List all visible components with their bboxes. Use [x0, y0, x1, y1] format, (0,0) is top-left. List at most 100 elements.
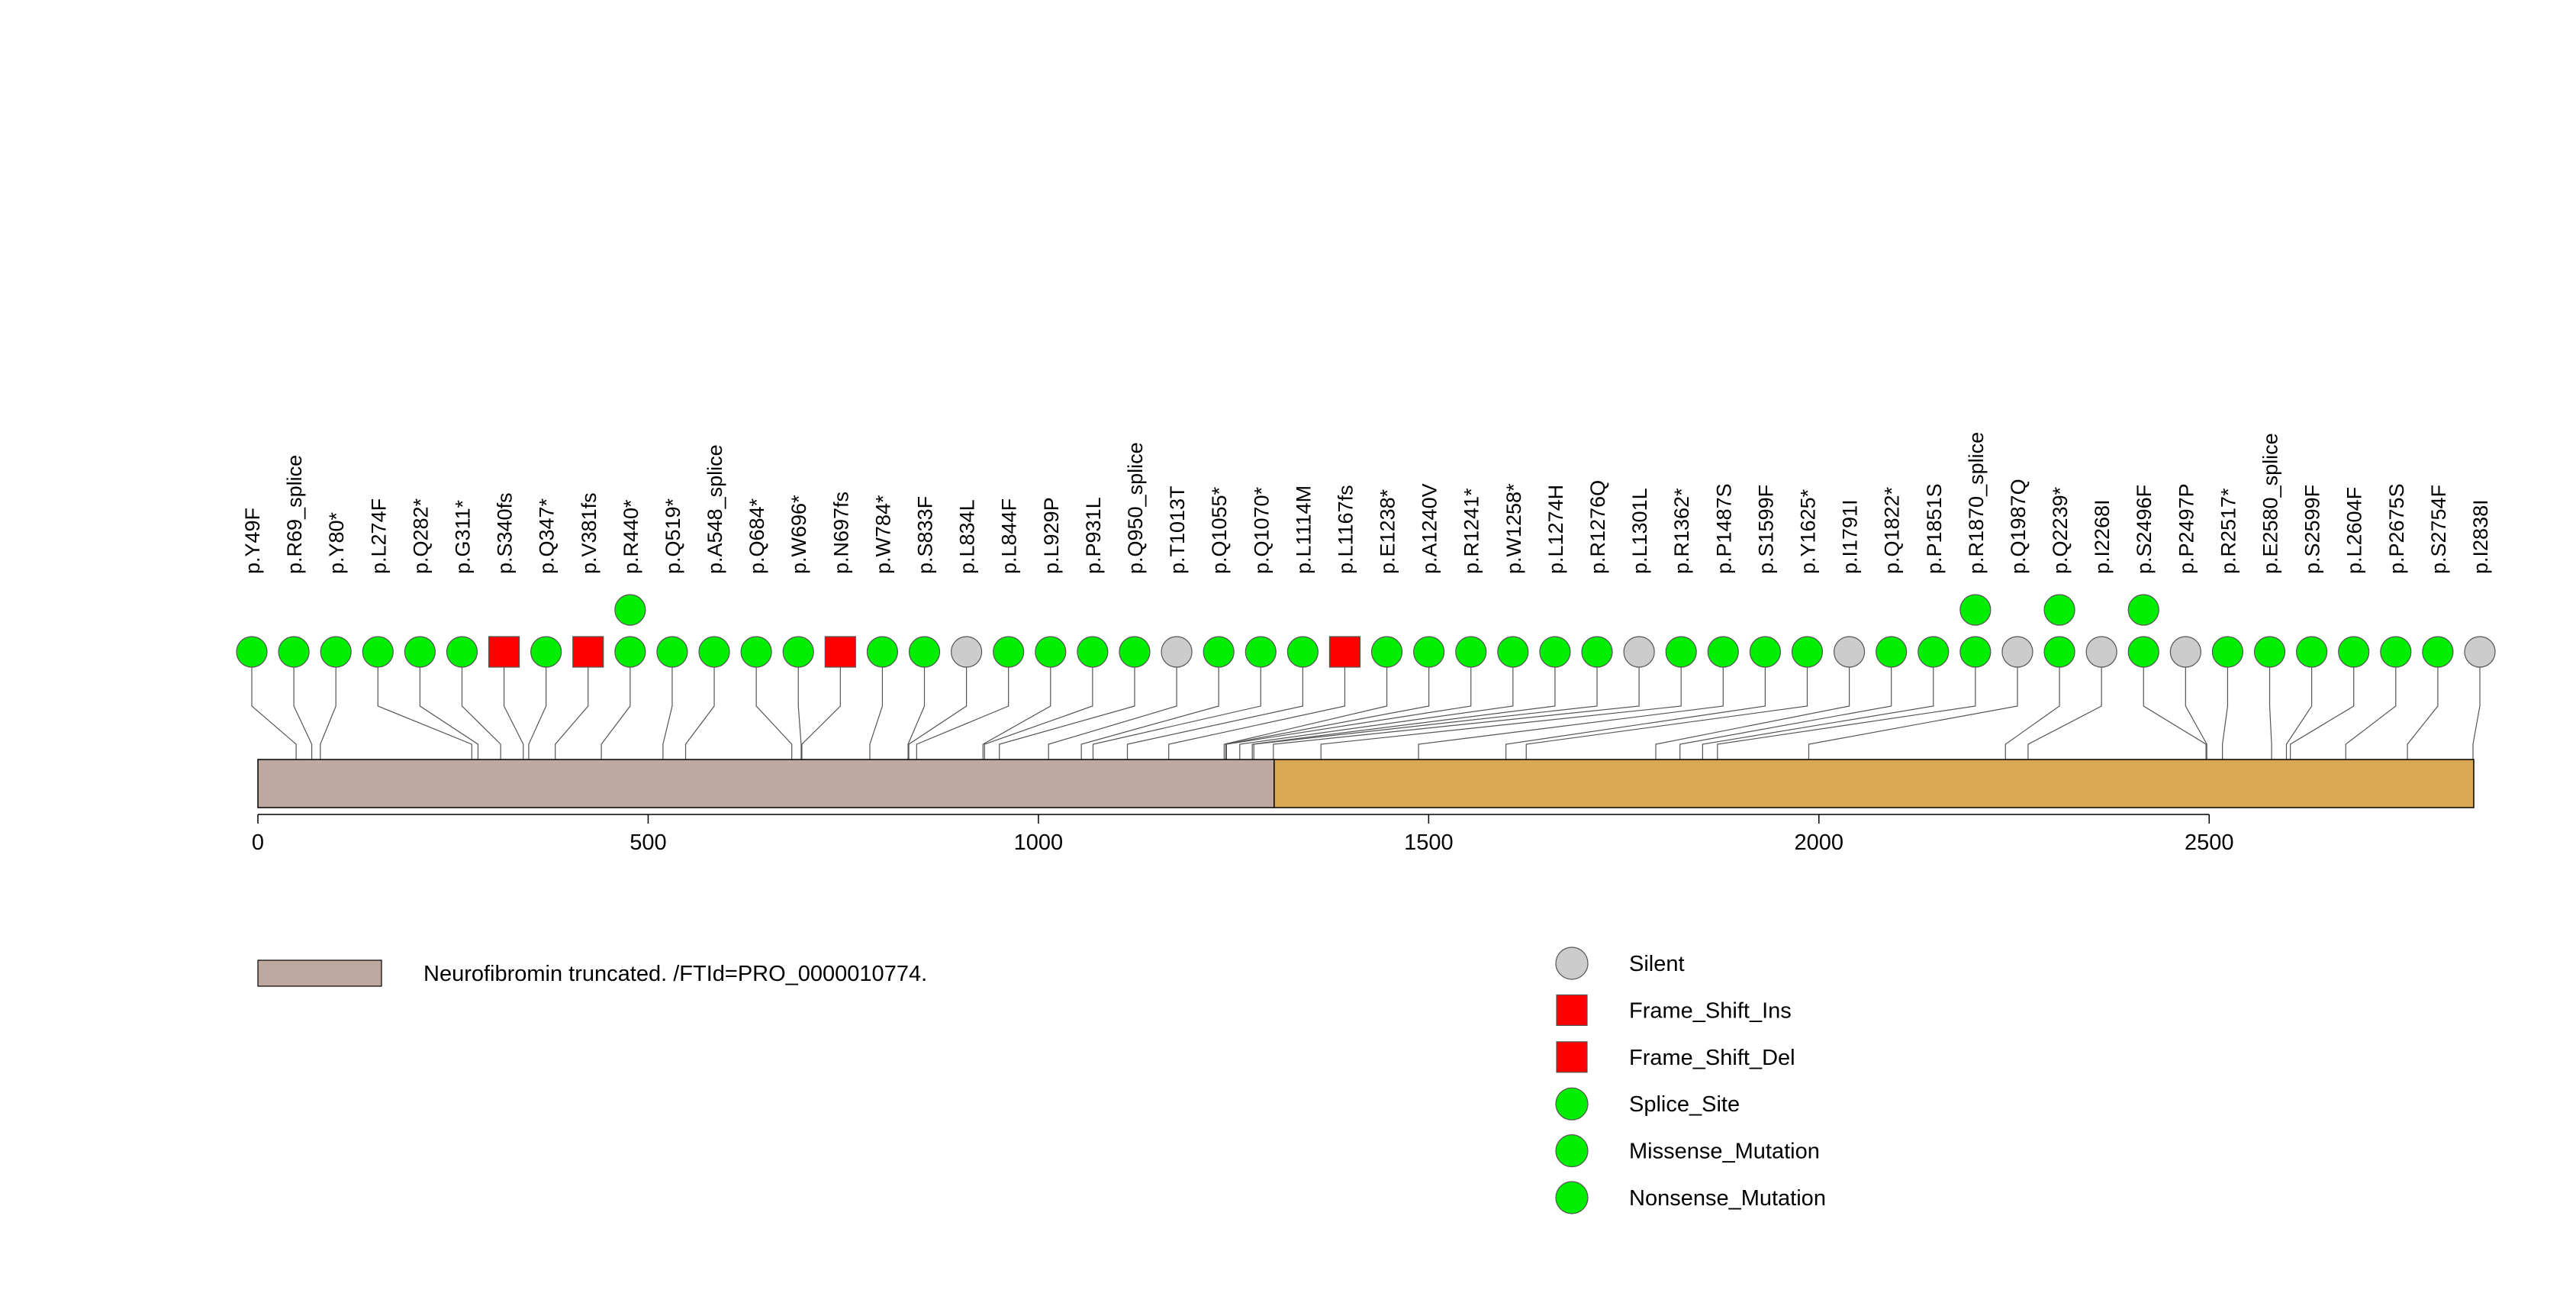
- mutation-label: p.W1258*: [1502, 483, 1525, 574]
- mutation-marker: [2296, 636, 2328, 668]
- mutation-label: p.P1487S: [1712, 483, 1735, 574]
- mutation-marker: [2211, 636, 2244, 668]
- mutation-label: p.Y80*: [325, 511, 348, 574]
- mutation-label: p.Q519*: [662, 498, 684, 574]
- mutation-marker: [1539, 636, 1571, 668]
- connector-line: [1092, 667, 1261, 759]
- mutation-label: p.E2580_splice: [2259, 433, 2282, 574]
- mutation-marker: [1286, 636, 1319, 668]
- legend-type-label: Silent: [1629, 952, 1685, 976]
- legend-type-label: Missense_Mutation: [1629, 1140, 1820, 1164]
- connector-line: [1702, 667, 1934, 759]
- mutation-label: p.S2599F: [2301, 485, 2324, 574]
- mutation-label: p.G311*: [451, 499, 474, 574]
- mutation-label: p.Q1822*: [1881, 486, 1904, 574]
- mutation-marker: [1413, 636, 1445, 668]
- connector-line: [461, 667, 501, 759]
- mutation-marker: [866, 636, 899, 668]
- mutation-marker: [1918, 636, 1950, 668]
- mutation-marker: [1791, 636, 1824, 668]
- mutation-marker: [1833, 636, 1866, 668]
- legend-type-swatch: [1555, 1087, 1589, 1121]
- connector-line: [2345, 667, 2397, 759]
- connector-line: [555, 667, 589, 759]
- connector-line: [2004, 667, 2060, 759]
- mutation-label: p.L844F: [998, 498, 1021, 574]
- connector-line: [601, 667, 631, 759]
- mutation-label: p.L834L: [956, 499, 979, 574]
- mutation-label: p.I2268I: [2091, 499, 2114, 574]
- mutation-marker: [1959, 636, 1992, 668]
- mutation-marker: [824, 636, 856, 668]
- mutation-marker: [446, 636, 478, 668]
- mutation-marker: [2169, 636, 2201, 668]
- mutation-marker: [1665, 636, 1697, 668]
- connector-line: [377, 667, 472, 759]
- tick-label: 2000: [1795, 830, 1844, 855]
- connector-line: [419, 667, 479, 759]
- mutation-label: p.Q1987Q: [2007, 479, 2030, 574]
- mutation-marker: [1749, 636, 1781, 668]
- legend: Neurofibromin truncated. /FTId=PRO_00000…: [257, 947, 1826, 1214]
- mutation-marker: [362, 636, 394, 668]
- mutation-label: p.L274F: [367, 498, 390, 574]
- mutation-label: p.Q347*: [536, 498, 559, 574]
- legend-type-swatch: [1555, 1134, 1589, 1168]
- mutation-marker: [1623, 636, 1655, 668]
- mutation-label: p.S2496F: [2133, 485, 2156, 574]
- connector-line: [869, 667, 884, 759]
- mutation-label: p.L1167fs: [1334, 485, 1357, 574]
- legend-domain-swatch: [257, 959, 382, 987]
- connector-line: [2222, 667, 2229, 759]
- mutation-marker: [614, 636, 646, 668]
- legend-type-label: Splice_Site: [1629, 1092, 1740, 1117]
- mutation-label: p.A548_splice: [704, 444, 726, 574]
- tick-label: 500: [630, 830, 666, 855]
- mutation-label: p.W696*: [787, 495, 810, 574]
- mutation-label: p.L1301L: [1628, 488, 1651, 574]
- mutation-marker: [1328, 636, 1361, 668]
- connector-line: [1080, 667, 1219, 759]
- connector-line: [1320, 667, 1682, 759]
- mutation-label: p.L1274H: [1544, 485, 1567, 574]
- mutation-marker: [1581, 636, 1613, 668]
- mutation-marker: [2464, 636, 2496, 668]
- connector-line: [1225, 667, 1430, 759]
- mutation-marker: [2380, 636, 2412, 668]
- mutation-label: p.R1362*: [1670, 488, 1693, 574]
- mutation-marker: [740, 636, 772, 668]
- mutation-label: p.Q950_splice: [1124, 442, 1147, 574]
- mutation-label: p.R440*: [620, 499, 642, 574]
- connector-line: [1225, 667, 1472, 759]
- connector-line: [320, 667, 336, 759]
- connector-line: [797, 667, 802, 759]
- mutation-label: p.L929P: [1040, 497, 1063, 574]
- connector-line: [662, 667, 673, 759]
- mutation-marker: [2338, 636, 2370, 668]
- connector-line: [1253, 667, 1598, 759]
- mutation-label: p.S1599F: [1754, 485, 1777, 574]
- mutation-marker: [1203, 636, 1235, 668]
- connector-line: [755, 667, 793, 759]
- mutation-marker: [656, 636, 688, 668]
- mutation-marker: [530, 636, 562, 668]
- connector-line: [982, 667, 1051, 759]
- tick-label: 2500: [2185, 830, 2234, 855]
- mutation-marker: [1119, 636, 1151, 668]
- mutation-label: p.T1013T: [1166, 485, 1189, 574]
- mutation-marker: [2085, 636, 2117, 668]
- mutation-label: p.Q684*: [745, 498, 768, 574]
- mutation-label: p.S833F: [914, 496, 937, 574]
- mutation-label: p.I2838I: [2469, 499, 2492, 574]
- mutation-marker: [2253, 636, 2286, 668]
- mutation-marker: [1876, 636, 1908, 668]
- mutation-marker: [488, 636, 520, 668]
- mutation-marker: [1707, 636, 1739, 668]
- connector-line: [2143, 667, 2207, 759]
- connector-line: [907, 667, 926, 759]
- connector-lines: [251, 667, 2481, 759]
- mutation-marker: [1959, 594, 1992, 626]
- mutation-label: p.P2675S: [2385, 483, 2408, 574]
- domain-0: [257, 759, 1275, 808]
